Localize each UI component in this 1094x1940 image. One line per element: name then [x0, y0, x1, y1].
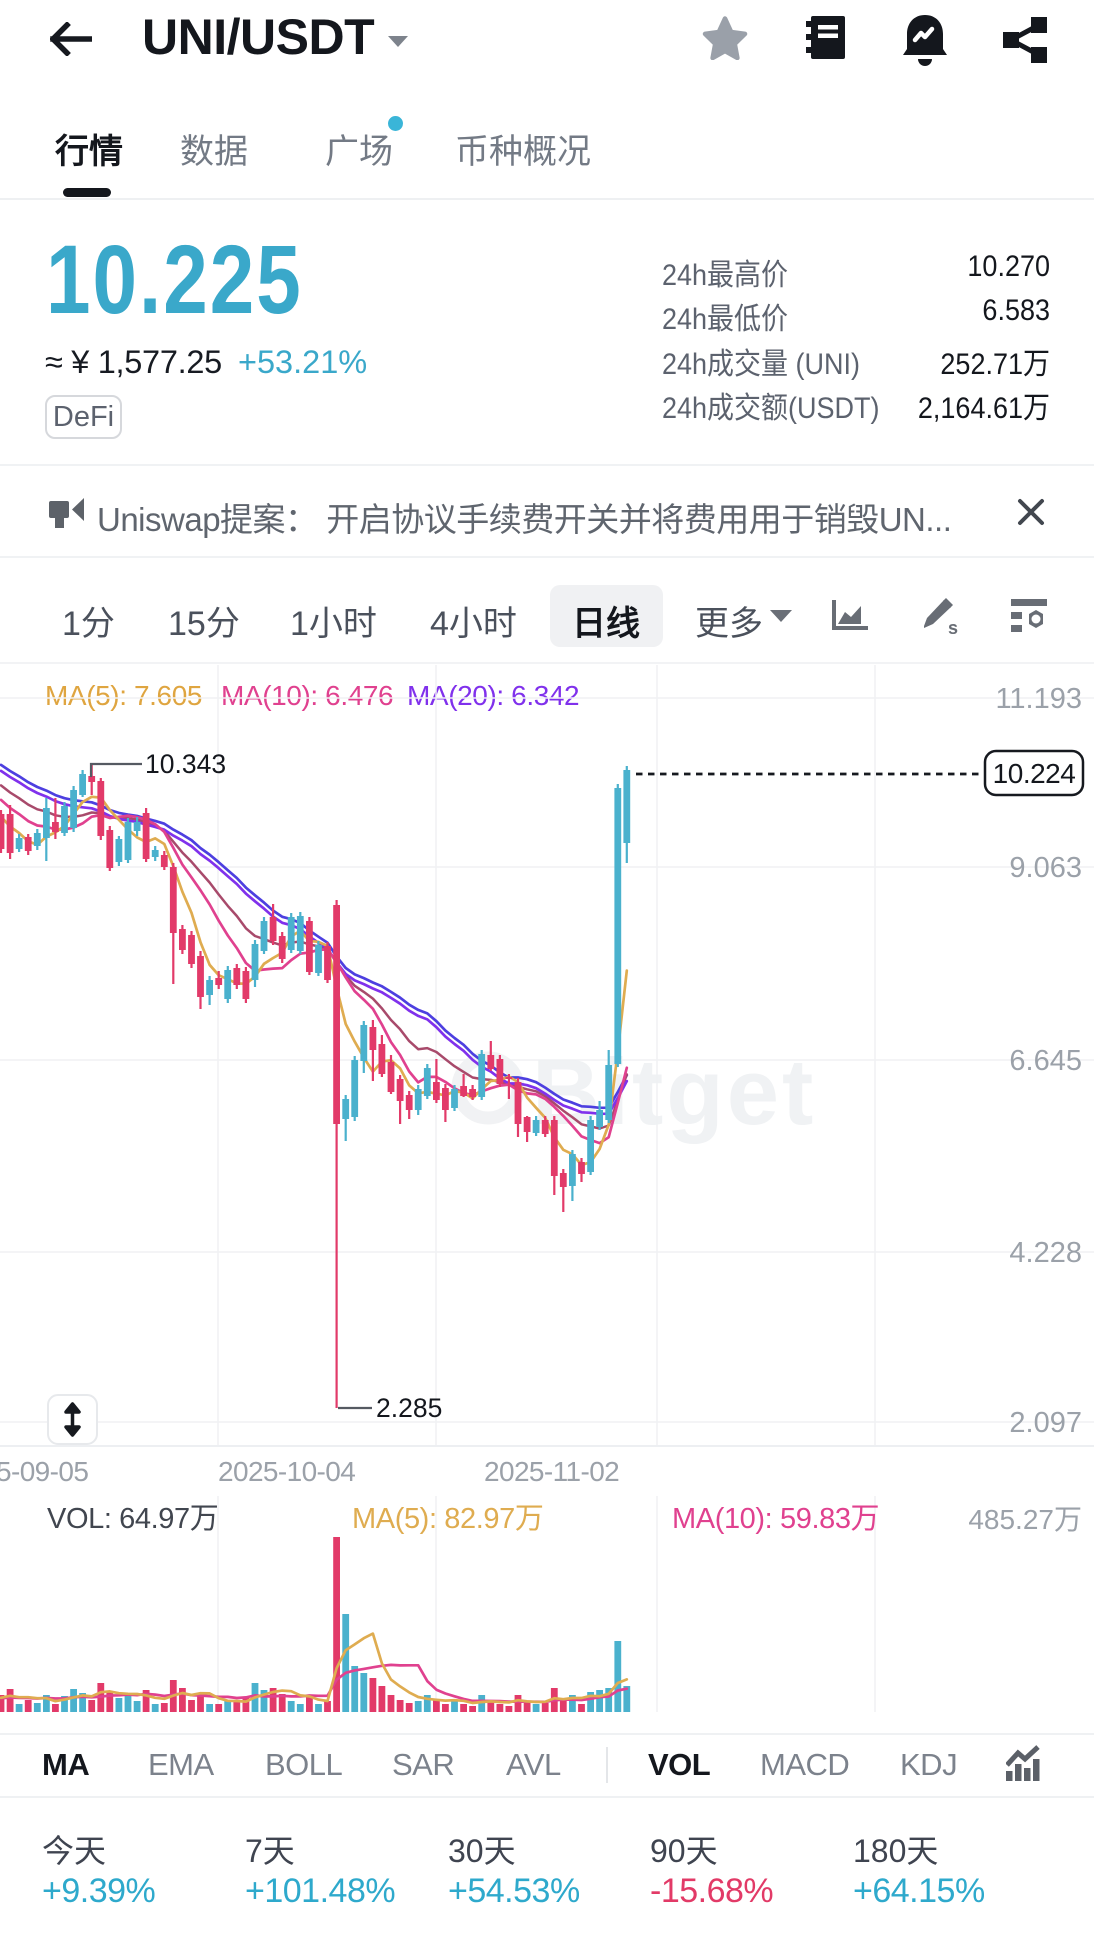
svg-text:2.285: 2.285	[376, 1393, 442, 1423]
svg-text:5-09-05: 5-09-05	[0, 1456, 88, 1487]
svg-text:2.097: 2.097	[1009, 1407, 1082, 1439]
svg-text:VOL: 64.97万: VOL: 64.97万	[47, 1503, 218, 1535]
svg-text:10.224: 10.224	[993, 758, 1076, 789]
svg-text:Bitget: Bitget	[532, 1039, 816, 1144]
svg-text:6.645: 6.645	[1009, 1045, 1082, 1077]
svg-text:s: s	[948, 618, 958, 636]
svg-text:9.063: 9.063	[1009, 852, 1082, 884]
svg-text:2025-10-04: 2025-10-04	[218, 1456, 355, 1487]
svg-text:MA(10): 59.83万: MA(10): 59.83万	[672, 1503, 879, 1535]
svg-text:2025-11-02: 2025-11-02	[484, 1456, 619, 1487]
svg-text:4.228: 4.228	[1009, 1237, 1082, 1269]
svg-text:10.343: 10.343	[145, 749, 226, 779]
svg-text:MA(5): 82.97万: MA(5): 82.97万	[352, 1503, 543, 1535]
svg-text:11.193: 11.193	[995, 683, 1082, 715]
svg-text:485.27万: 485.27万	[968, 1504, 1082, 1535]
